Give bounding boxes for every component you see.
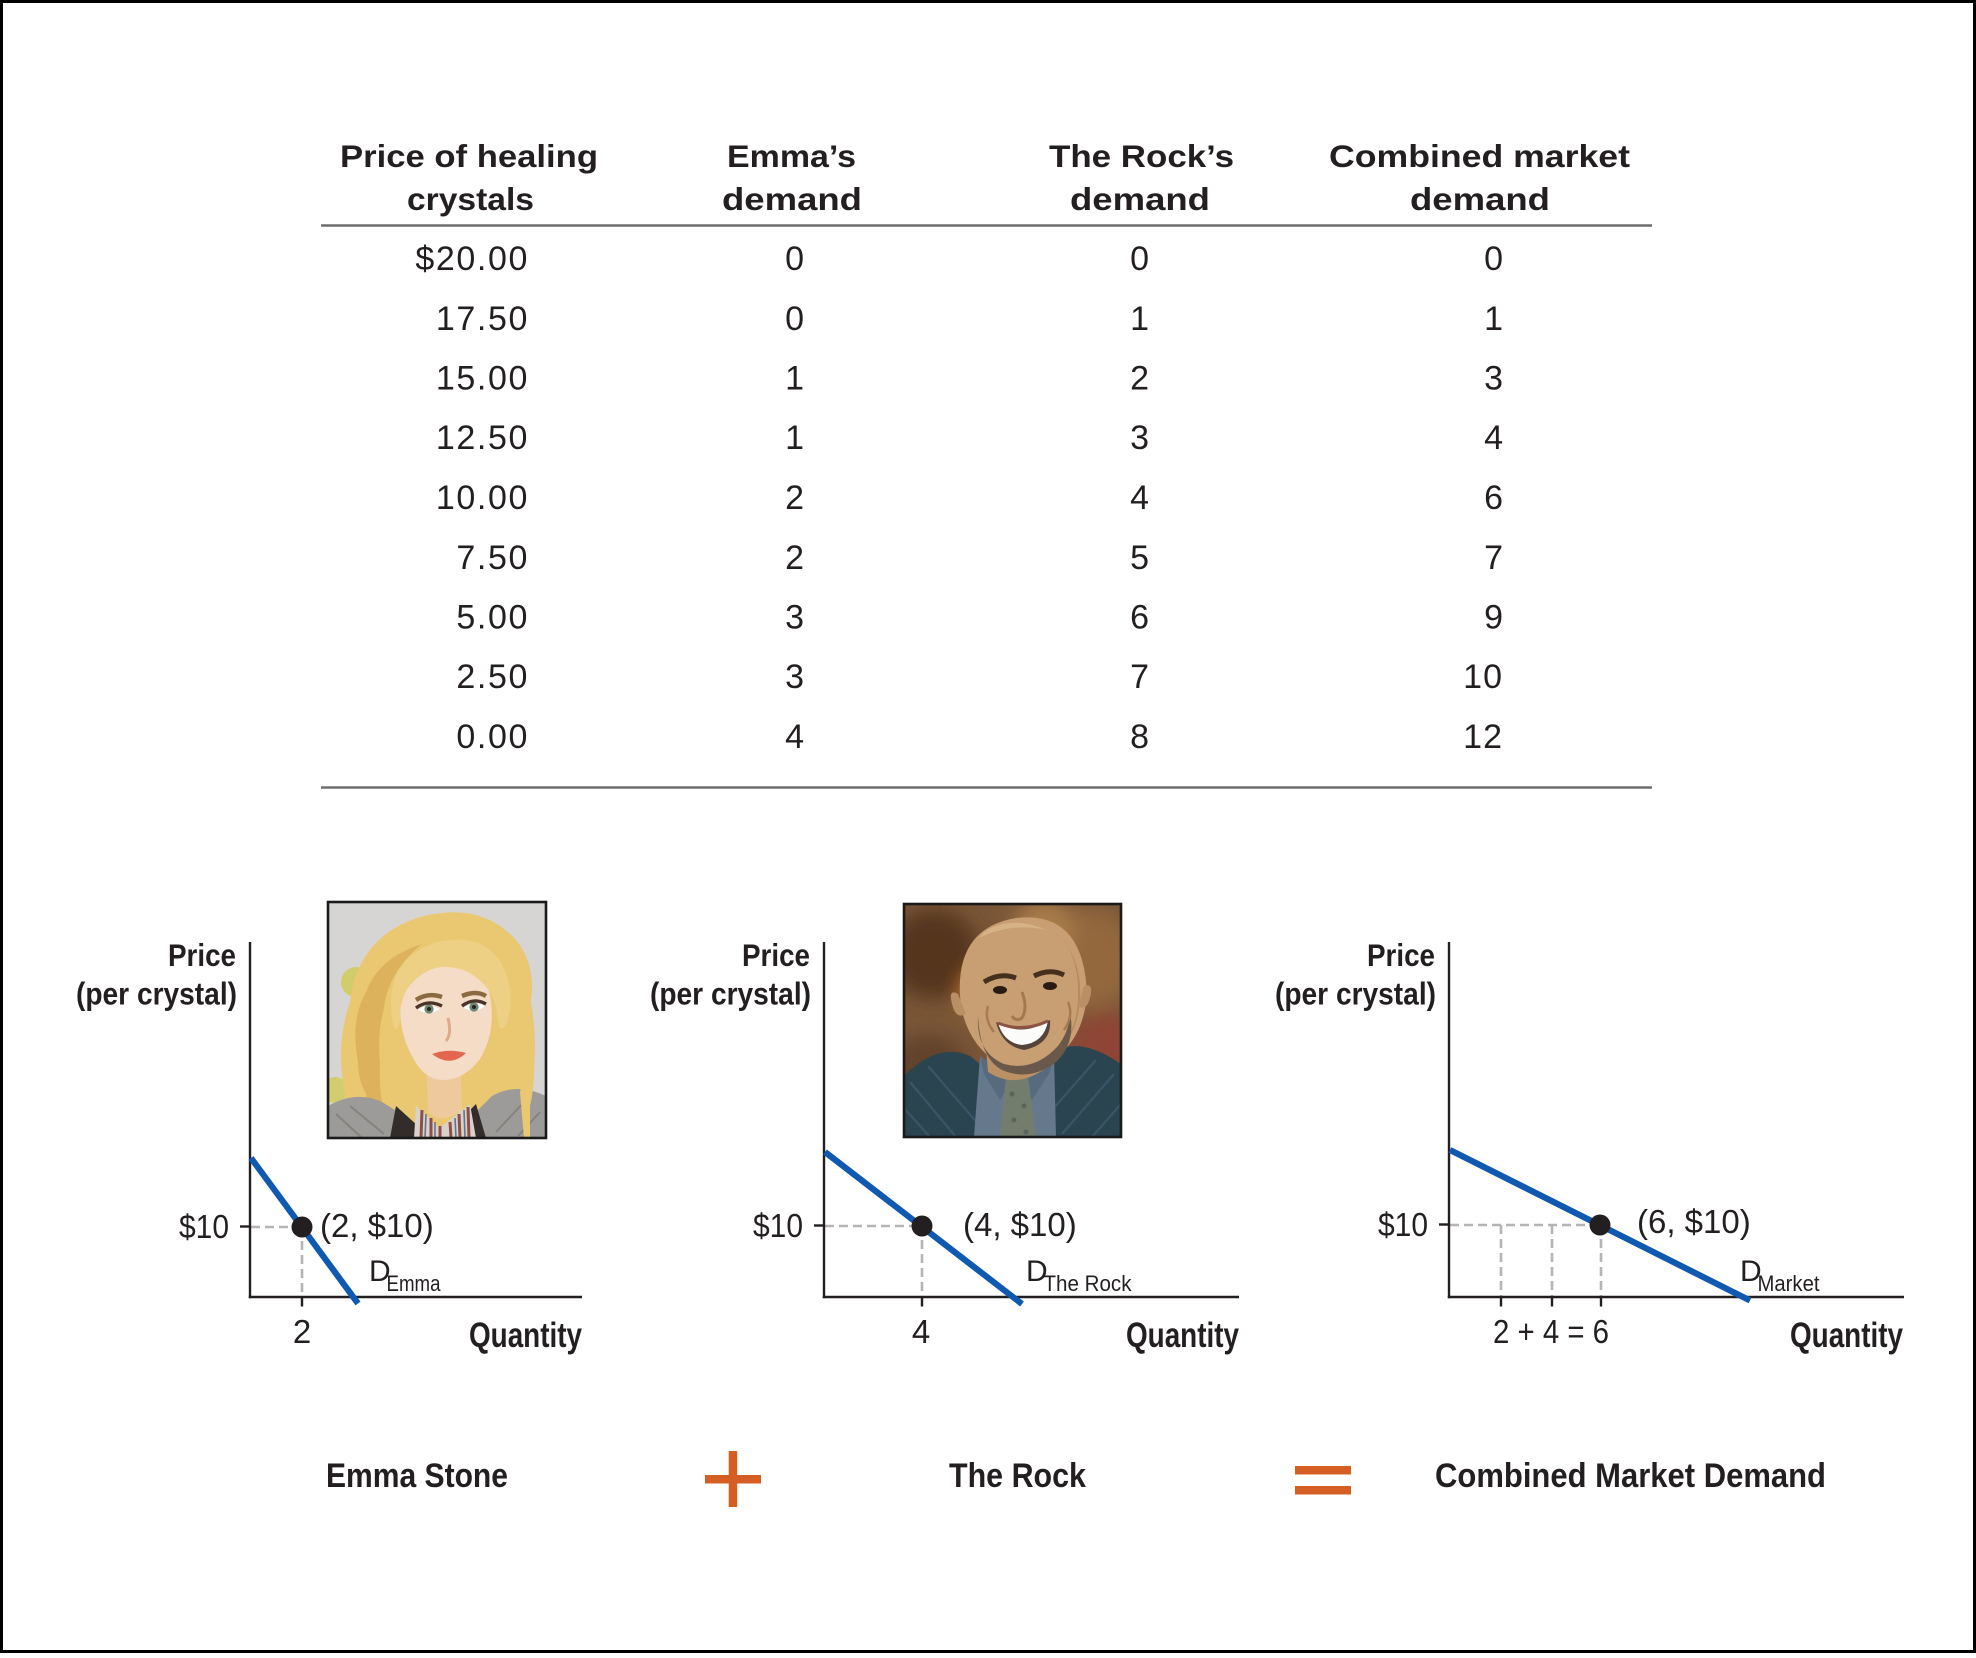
svg-text:2: 2 [293, 1313, 311, 1350]
svg-text:crystals: crystals [407, 181, 534, 217]
svg-text:0: 0 [785, 300, 804, 338]
svg-text:1: 1 [1484, 300, 1503, 338]
svg-text:D: D [1740, 1255, 1762, 1288]
svg-text:(per crystal): (per crystal) [1275, 976, 1436, 1012]
svg-text:The Rock’s: The Rock’s [1049, 138, 1234, 174]
svg-text:Quantity: Quantity [1126, 1316, 1239, 1355]
svg-text:$10: $10 [179, 1208, 229, 1245]
svg-text:3: 3 [785, 599, 804, 637]
svg-text:Price: Price [168, 937, 236, 973]
svg-text:0.00: 0.00 [456, 718, 529, 756]
svg-text:demand: demand [1410, 181, 1550, 217]
svg-text:7.50: 7.50 [456, 539, 529, 577]
svg-text:10: 10 [1463, 658, 1503, 696]
svg-text:Combined Market Demand: Combined Market Demand [1435, 1457, 1826, 1495]
svg-text:4: 4 [1130, 479, 1149, 517]
svg-text:Quantity: Quantity [469, 1316, 582, 1355]
svg-text:7: 7 [1130, 658, 1149, 696]
svg-text:1: 1 [785, 360, 804, 398]
svg-text:2: 2 [785, 539, 804, 577]
svg-text:Price: Price [742, 937, 810, 973]
svg-text:3: 3 [1130, 419, 1149, 457]
svg-text:2: 2 [785, 479, 804, 517]
svg-text:15.00: 15.00 [436, 360, 529, 398]
svg-text:Price of healing: Price of healing [340, 138, 598, 174]
svg-text:Quantity: Quantity [1790, 1316, 1903, 1355]
svg-text:(per crystal): (per crystal) [650, 976, 811, 1012]
svg-text:demand: demand [722, 181, 862, 217]
svg-text:0: 0 [1130, 240, 1149, 278]
svg-text:6: 6 [1130, 599, 1149, 637]
svg-text:D: D [1026, 1255, 1048, 1288]
svg-text:$10: $10 [1378, 1206, 1428, 1243]
svg-text:The Rock: The Rock [949, 1457, 1086, 1495]
svg-text:9: 9 [1484, 599, 1503, 637]
svg-text:2.50: 2.50 [456, 658, 529, 696]
svg-text:8: 8 [1130, 718, 1149, 756]
svg-text:0: 0 [785, 240, 804, 278]
svg-text:5: 5 [1130, 539, 1149, 577]
svg-text:demand: demand [1070, 181, 1210, 217]
svg-text:Combined market: Combined market [1329, 138, 1631, 174]
svg-text:2 + 4 = 6: 2 + 4 = 6 [1493, 1313, 1609, 1350]
svg-text:(6, $10): (6, $10) [1637, 1203, 1751, 1240]
svg-text:12.50: 12.50 [436, 419, 529, 457]
svg-text:Market: Market [1758, 1271, 1820, 1296]
svg-text:1: 1 [785, 419, 804, 457]
svg-text:$20.00: $20.00 [415, 240, 529, 278]
svg-text:(4, $10): (4, $10) [963, 1206, 1077, 1243]
svg-text:(2, $10): (2, $10) [320, 1207, 434, 1244]
svg-text:Emma Stone: Emma Stone [326, 1457, 508, 1495]
svg-text:D: D [369, 1255, 391, 1288]
svg-text:$10: $10 [753, 1207, 803, 1244]
svg-text:4: 4 [1484, 419, 1503, 457]
svg-text:Price: Price [1367, 937, 1435, 973]
svg-text:2: 2 [1130, 360, 1149, 398]
svg-text:10.00: 10.00 [436, 479, 529, 517]
svg-text:4: 4 [912, 1313, 930, 1350]
svg-text:3: 3 [1484, 360, 1503, 398]
svg-text:7: 7 [1484, 539, 1503, 577]
svg-text:3: 3 [785, 658, 804, 696]
svg-text:4: 4 [785, 718, 804, 756]
svg-text:6: 6 [1484, 479, 1503, 517]
svg-text:Emma: Emma [387, 1271, 442, 1296]
svg-text:5.00: 5.00 [456, 599, 529, 637]
svg-text:17.50: 17.50 [436, 300, 529, 338]
svg-text:Emma’s: Emma’s [727, 138, 856, 174]
svg-text:0: 0 [1484, 240, 1503, 278]
svg-text:12: 12 [1463, 718, 1503, 756]
svg-text:1: 1 [1130, 300, 1149, 338]
svg-text:The Rock: The Rock [1044, 1271, 1133, 1296]
svg-text:(per crystal): (per crystal) [76, 976, 237, 1012]
